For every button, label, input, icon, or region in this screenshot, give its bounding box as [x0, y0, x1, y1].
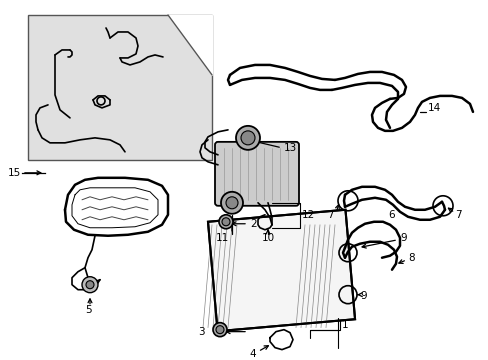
FancyBboxPatch shape [215, 142, 298, 206]
Circle shape [236, 126, 260, 150]
Text: 4: 4 [249, 348, 256, 359]
Text: 9: 9 [359, 291, 366, 301]
Text: 14: 14 [427, 103, 440, 113]
Text: 7: 7 [326, 210, 333, 220]
Text: 11: 11 [215, 233, 228, 243]
Circle shape [222, 218, 229, 226]
Circle shape [86, 281, 94, 289]
Bar [207, 210, 354, 331]
Text: 10: 10 [261, 233, 274, 243]
Text: 7: 7 [454, 210, 460, 220]
Text: 9: 9 [399, 233, 406, 243]
Text: 15: 15 [8, 168, 21, 178]
Bar [207, 210, 354, 331]
Circle shape [221, 192, 243, 214]
Polygon shape [168, 15, 212, 75]
Text: 5: 5 [84, 305, 91, 315]
Text: 6: 6 [388, 210, 394, 220]
Text: 2: 2 [249, 219, 256, 229]
Circle shape [216, 326, 224, 334]
Text: 13: 13 [284, 143, 297, 153]
Text: 3: 3 [198, 327, 204, 337]
Polygon shape [28, 15, 212, 160]
Circle shape [225, 197, 238, 209]
Circle shape [219, 215, 232, 229]
Circle shape [213, 323, 226, 337]
Text: 12: 12 [302, 210, 315, 220]
Text: 1: 1 [341, 320, 348, 330]
Circle shape [241, 131, 254, 145]
Text: 8: 8 [407, 253, 414, 263]
Circle shape [82, 277, 98, 293]
